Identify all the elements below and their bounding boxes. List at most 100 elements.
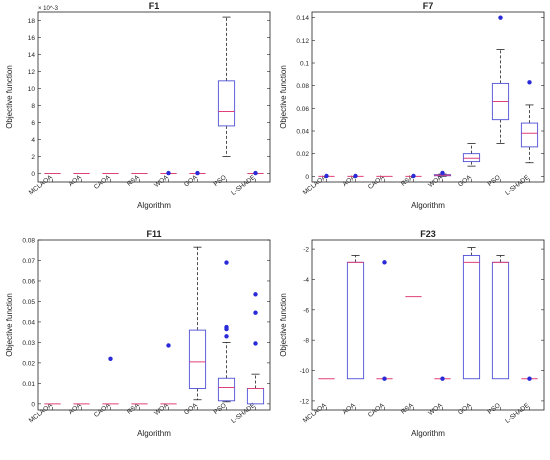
- box-pso: [217, 260, 236, 403]
- y-tick-label: 0.02: [296, 151, 309, 158]
- outlier-point: [353, 173, 358, 179]
- x-axis-label: Algorithm: [137, 201, 171, 210]
- y-tick-label: 0.02: [22, 360, 35, 367]
- outlier-point: [498, 15, 503, 20]
- box-goa: [188, 246, 207, 401]
- outlier-point: [195, 170, 200, 176]
- y-tick-label: 0.06: [296, 106, 309, 113]
- chart-panel-f23: F23 Algorithm Objective function -12 -10 -8 -6…: [279, 229, 545, 438]
- box-caoa: [376, 260, 393, 381]
- outlier-point: [382, 376, 387, 381]
- outlier-point: [253, 310, 258, 315]
- outlier-point: [253, 292, 258, 297]
- box-woa: [160, 343, 177, 405]
- y-tick-label: 2: [31, 154, 35, 161]
- y-tick-label: 14: [28, 52, 36, 59]
- chart-title: F7: [423, 1, 434, 11]
- y-tick-label: -4: [303, 277, 309, 284]
- y-tick-label: -12: [300, 398, 310, 405]
- plot-area: [37, 239, 271, 411]
- outlier-point: [382, 260, 387, 265]
- axis-scale-note: × 10^-3: [38, 6, 59, 12]
- x-axis-label: Algorithm: [411, 429, 445, 438]
- box-pso: [217, 16, 236, 157]
- iqr-box: [462, 255, 481, 380]
- box-l-shade: [521, 376, 538, 381]
- chart-panel-f11: F11 Algorithm Objective function 0 0.01 0.02 0…: [5, 229, 271, 438]
- chart-title: F1: [149, 1, 160, 11]
- y-axis-label: Objective function: [5, 65, 14, 129]
- y-tick-label: 0.14: [296, 15, 309, 22]
- y-tick-label: 0.08: [296, 83, 309, 90]
- plot-area: [37, 11, 271, 183]
- y-tick-label: 0.06: [22, 278, 35, 285]
- y-tick-label: 0.04: [22, 319, 35, 326]
- y-tick-label: -6: [303, 307, 309, 314]
- chart-title: F23: [420, 229, 436, 239]
- box-aoa: [346, 255, 365, 380]
- y-tick-label: -10: [300, 368, 310, 375]
- outlier-point: [527, 80, 532, 85]
- box-aoa: [347, 173, 364, 179]
- plot-area: [311, 239, 545, 411]
- outlier-point: [253, 341, 258, 346]
- y-tick-label: 0.07: [22, 258, 35, 265]
- box-rsa: [405, 173, 422, 179]
- y-tick-label: 10: [28, 86, 36, 93]
- y-tick-label: 0.04: [296, 129, 309, 136]
- outlier-point: [440, 376, 445, 381]
- y-tick-label: 0.03: [22, 340, 35, 347]
- iqr-box: [520, 122, 539, 148]
- outlier-point: [166, 343, 171, 348]
- outlier-point: [166, 170, 171, 176]
- outlier-point: [411, 173, 416, 179]
- outlier-point: [224, 334, 229, 339]
- box-l-shade: [247, 170, 264, 176]
- outlier-point: [440, 170, 445, 176]
- outlier-point: [224, 324, 229, 330]
- chart-panel-f1: F1 Algorithm Objective function × 10^-3 0 2 4 6…: [5, 1, 271, 210]
- box-mclaoa: [318, 173, 335, 179]
- outlier-point: [224, 260, 229, 265]
- outlier-point: [527, 376, 532, 381]
- y-tick-label: 4: [31, 137, 35, 144]
- outlier-point: [324, 173, 329, 179]
- y-tick-label: 0: [31, 171, 35, 178]
- box-l-shade: [520, 80, 539, 164]
- y-tick-label: -8: [303, 338, 309, 345]
- box-pso: [491, 255, 510, 380]
- y-tick-label: 12: [28, 69, 36, 76]
- box-pso: [491, 15, 510, 144]
- plot-area: [311, 11, 545, 183]
- iqr-box: [188, 329, 207, 389]
- y-tick-label: 0: [305, 174, 309, 181]
- iqr-box: [462, 153, 481, 163]
- y-tick-label: 8: [31, 103, 35, 110]
- box-caoa: [102, 356, 119, 405]
- y-axis-label: Objective function: [279, 293, 288, 357]
- chart-title: F11: [146, 229, 161, 239]
- chart-panel-f7: F7 Algorithm Objective function 0 0.02 0.04 0.…: [279, 1, 545, 210]
- y-tick-label: -2: [303, 247, 309, 254]
- y-tick-label: 18: [28, 18, 36, 25]
- box-goa: [189, 170, 206, 176]
- iqr-box: [217, 377, 236, 402]
- box-l-shade: [246, 292, 265, 405]
- y-tick-label: 0: [31, 401, 35, 408]
- box-goa: [462, 247, 481, 380]
- y-tick-label: 16: [28, 35, 36, 42]
- y-tick-label: 0.01: [22, 381, 35, 388]
- outlier-point: [253, 170, 258, 176]
- box-goa: [462, 143, 481, 167]
- y-tick-label: 6: [31, 120, 35, 127]
- y-axis-label: Objective function: [5, 293, 14, 357]
- x-axis-label: Algorithm: [137, 429, 171, 438]
- y-tick-label: 0.08: [22, 238, 35, 245]
- y-axis-label: Objective function: [279, 65, 288, 129]
- y-tick-label: 0.05: [22, 299, 35, 306]
- iqr-box: [217, 80, 236, 127]
- box-woa: [160, 170, 177, 176]
- x-axis-label: Algorithm: [411, 201, 445, 210]
- y-tick-label: 0.1: [300, 61, 309, 68]
